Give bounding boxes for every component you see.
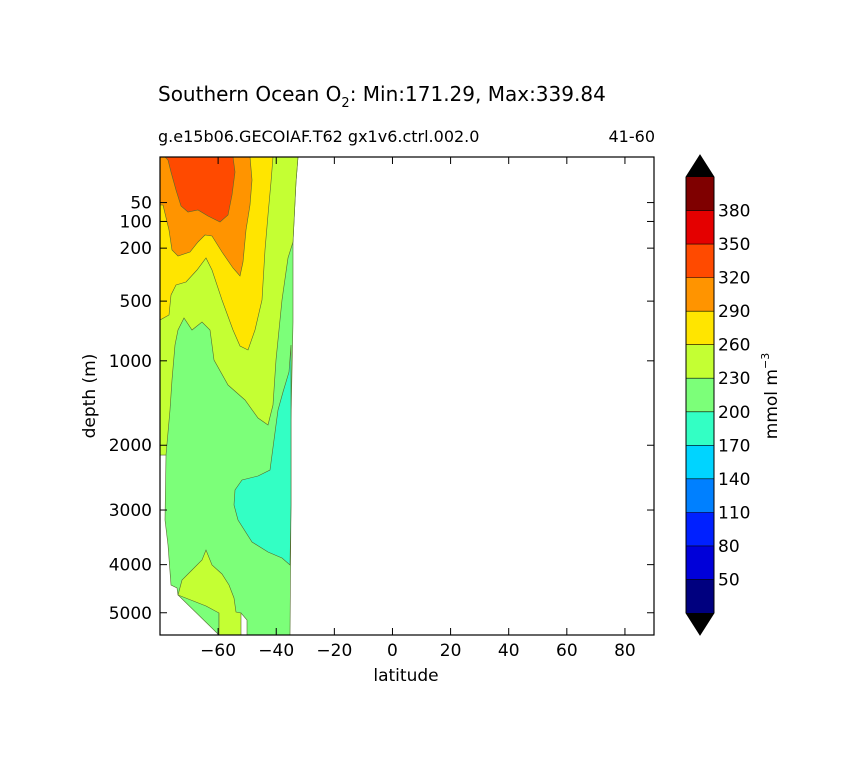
colorbar-tick-label: 140 bbox=[718, 470, 750, 490]
colorbar-tick-label: 260 bbox=[718, 336, 750, 356]
colorbar-tick-label: 290 bbox=[718, 302, 750, 322]
colorbar-segment bbox=[686, 478, 714, 513]
x-tick-label: 0 bbox=[387, 641, 398, 661]
y-tick-label: 200 bbox=[120, 239, 152, 259]
y-tick-label: 2000 bbox=[109, 436, 152, 456]
colorbar-tick-label: 170 bbox=[718, 436, 750, 456]
x-tick-label: 20 bbox=[440, 641, 462, 661]
colorbar-tick-label: 230 bbox=[718, 369, 750, 389]
colorbar-tick-label: 80 bbox=[718, 537, 740, 557]
colorbar-segment bbox=[686, 545, 714, 580]
x-tick-label: −60 bbox=[200, 641, 236, 661]
colorbar-tick-label: 350 bbox=[718, 235, 750, 255]
plot-frame bbox=[159, 156, 655, 636]
contour-fill-320-350 bbox=[164, 157, 236, 223]
contour-field bbox=[160, 157, 299, 635]
y-tick-label: 5000 bbox=[109, 604, 152, 624]
colorbar-segment bbox=[686, 277, 714, 312]
colorbar-segment bbox=[686, 512, 714, 546]
y-tick-label: 500 bbox=[120, 292, 152, 312]
colorbar-extend-max bbox=[686, 155, 714, 177]
y-axis-label: depth (m) bbox=[80, 354, 100, 439]
y-tick-label: 1000 bbox=[109, 352, 152, 372]
x-tick-label: −40 bbox=[258, 641, 294, 661]
chart-title: Southern Ocean O2: Min:171.29, Max:339.8… bbox=[158, 82, 606, 111]
x-axis: −60 −40 −20 0 20 40 60 80 bbox=[200, 157, 636, 661]
colorbar-segment bbox=[686, 445, 714, 479]
colorbar-segment bbox=[686, 311, 714, 345]
x-tick-label: −20 bbox=[316, 641, 352, 661]
colorbar-extend-min bbox=[686, 613, 714, 635]
colorbar-tick-label: 50 bbox=[718, 570, 740, 590]
colorbar-segment bbox=[686, 344, 714, 379]
chart-subtitle-right: 41-60 bbox=[609, 127, 656, 146]
colorbar-tick-label: 320 bbox=[718, 269, 750, 289]
colorbar-label: mmol m−3 bbox=[759, 353, 782, 439]
colorbar-tick-label: 200 bbox=[718, 403, 750, 423]
x-tick-label: 40 bbox=[498, 641, 520, 661]
contour-fill-230-260-deep bbox=[177, 549, 242, 635]
y-tick-label: 4000 bbox=[109, 556, 152, 576]
y-tick-label: 100 bbox=[120, 212, 152, 232]
colorbar-segment bbox=[686, 411, 714, 446]
colorbar-segment bbox=[686, 177, 714, 211]
colorbar-tick-label: 380 bbox=[718, 202, 750, 222]
y-tick-label: 3000 bbox=[109, 501, 152, 521]
colorbar: 50 80 110 140 170 200 230 260 290 320 350 380 bbox=[685, 154, 750, 636]
colorbar-segment bbox=[686, 579, 714, 613]
colorbar-segment bbox=[686, 244, 714, 278]
colorbar-segment bbox=[686, 378, 714, 412]
x-tick-label: 60 bbox=[556, 641, 578, 661]
colorbar-tick-label: 110 bbox=[718, 503, 750, 523]
x-axis-label: latitude bbox=[373, 666, 438, 686]
chart-subtitle-left: g.e15b06.GECOIAF.T62 gx1v6.ctrl.002.0 bbox=[158, 127, 479, 146]
x-tick-label: 80 bbox=[614, 641, 636, 661]
colorbar-outline bbox=[685, 154, 715, 636]
contour-fill-170-200 bbox=[233, 344, 292, 566]
y-tick-label: 50 bbox=[130, 194, 152, 214]
colorbar-segment bbox=[686, 210, 714, 245]
